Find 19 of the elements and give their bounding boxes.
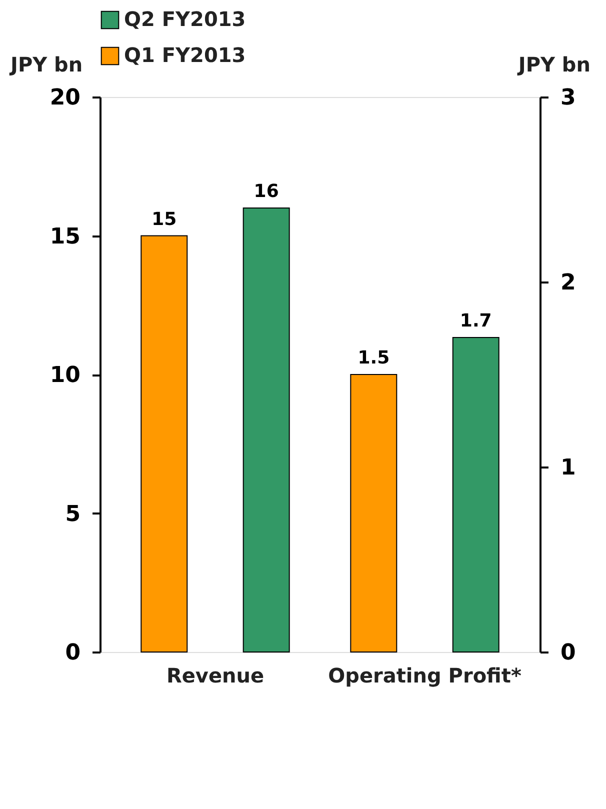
x-tick-label: Operating Profit* — [328, 664, 522, 688]
y-tick-label: 0 — [65, 640, 80, 666]
data-label: 16 — [254, 181, 279, 202]
data-label: 15 — [152, 208, 177, 230]
y-tick-label: 15 — [50, 224, 80, 250]
legend-label: Q2 FY2013 — [124, 7, 246, 31]
y-tick-label: 5 — [65, 502, 80, 527]
data-label: 1.5 — [358, 348, 390, 368]
y2-tick-label: 0 — [560, 640, 576, 666]
legend-label: Q1 FY2013 — [124, 43, 246, 67]
y2-tick-label: 3 — [560, 86, 576, 110]
y2-tick-label: 1 — [560, 456, 576, 480]
data-label: 1.7 — [460, 310, 492, 332]
y-tick-label: 10 — [50, 363, 80, 388]
y-axis-title: JPY bn — [8, 52, 83, 76]
y2-tick-label: 2 — [560, 270, 576, 296]
x-tick-label: Revenue — [166, 664, 264, 688]
y2-axis-title: JPY bn — [516, 52, 590, 76]
y-tick-label: 20 — [50, 86, 80, 110]
